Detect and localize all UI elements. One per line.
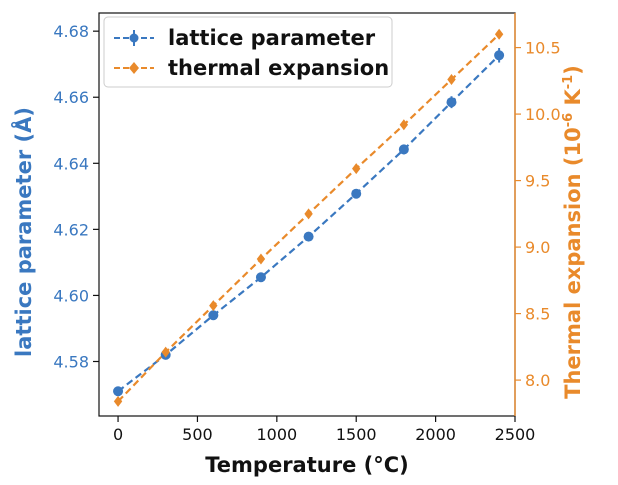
point-lattice-parameter-3 — [255, 272, 266, 283]
point-thermal-expansion-2 — [209, 300, 218, 312]
point-thermal-expansion-3 — [256, 253, 266, 265]
point-lattice-parameter-8 — [494, 50, 505, 61]
point-thermal-expansion-0 — [113, 395, 123, 407]
point-thermal-expansion-8 — [494, 28, 504, 40]
x-tick-label-4: 2000 — [415, 425, 456, 444]
y-right-tick-label-5: 10.5 — [525, 39, 561, 58]
legend-label-lattice: lattice parameter — [168, 26, 376, 50]
point-thermal-expansion-7 — [447, 74, 456, 86]
point-lattice-parameter-6 — [398, 144, 409, 155]
y-left-tick-label-3: 4.64 — [53, 154, 89, 173]
left-axis-title: lattice parameter (Å) — [11, 107, 36, 357]
legend-marker-thermal — [129, 62, 139, 74]
y-right-tick-label-4: 10.0 — [525, 105, 561, 124]
point-lattice-parameter-0 — [113, 386, 124, 397]
point-thermal-expansion-5 — [352, 163, 361, 175]
point-thermal-expansion-1 — [161, 346, 170, 358]
point-thermal-expansion-4 — [304, 208, 313, 220]
point-lattice-parameter-7 — [446, 97, 457, 108]
series-line-lattice-parameter — [117, 54, 500, 393]
right-axis-title-sup1: -6 — [561, 113, 576, 127]
x-tick-label-2: 1000 — [256, 425, 297, 444]
y-left-tick-label-4: 4.66 — [53, 88, 89, 107]
right-axis-title-mid: K — [561, 88, 585, 112]
y-left-tick-label-2: 4.62 — [53, 220, 89, 239]
legend-box — [103, 16, 393, 88]
y-right-tick-label-2: 9.0 — [525, 238, 550, 257]
y-right-tick-label-0: 8.0 — [525, 371, 550, 390]
legend-marker-lattice — [129, 33, 139, 43]
y-right-tick-label-3: 9.5 — [525, 172, 550, 191]
y-right-tick-label-1: 8.5 — [525, 305, 550, 324]
legend-label-thermal: thermal expansion — [168, 56, 389, 80]
point-lattice-parameter-2 — [208, 310, 219, 321]
point-lattice-parameter-4 — [303, 231, 314, 242]
right-axis-title-sup2: -1 — [561, 75, 576, 89]
y-left-tick-label-5: 4.68 — [53, 22, 89, 41]
y-left-tick-label-0: 4.58 — [53, 352, 89, 371]
right-axis-title-prefix: Thermal expansion (10 — [561, 127, 585, 399]
y-left-tick-label-1: 4.60 — [53, 286, 89, 305]
x-tick-label-5: 2500 — [495, 425, 536, 444]
x-tick-label-3: 1500 — [336, 425, 377, 444]
right-axis-title: Thermal expansion (10-6 K-1) — [561, 65, 585, 399]
right-axis-title-suffix: ) — [561, 65, 585, 75]
point-lattice-parameter-5 — [351, 188, 362, 199]
point-thermal-expansion-6 — [399, 119, 409, 131]
x-tick-label-1: 500 — [182, 425, 213, 444]
x-axis-title: Temperature (°C) — [205, 453, 408, 477]
x-tick-label-0: 0 — [113, 425, 123, 444]
legend: lattice parameter thermal expansion — [103, 16, 393, 88]
